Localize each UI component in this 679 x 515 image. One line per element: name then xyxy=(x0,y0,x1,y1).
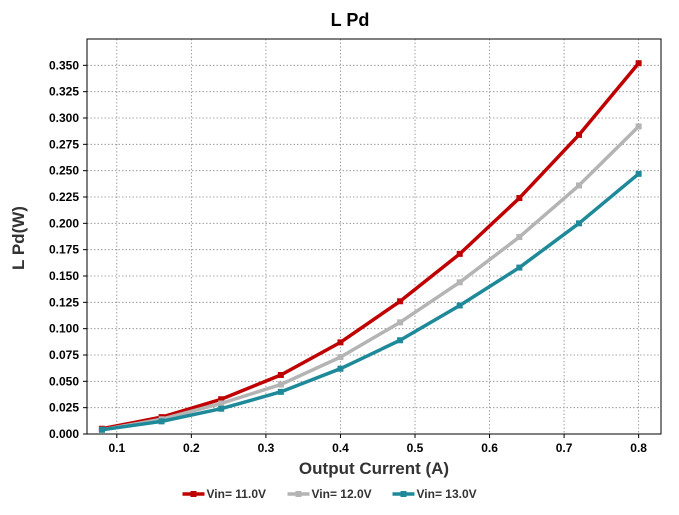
x-tick-label: 0.3 xyxy=(258,441,275,455)
data-point xyxy=(277,388,284,395)
data-point xyxy=(456,279,463,286)
x-tick-label: 0.2 xyxy=(183,441,200,455)
y-tick-label: 0.050 xyxy=(49,374,79,388)
plot-area xyxy=(86,38,662,435)
x-tick-label: 0.4 xyxy=(332,441,349,455)
y-axis: 0.000 0.025 0.050 0.075 0.100 0.125 0.150 0.175… xyxy=(49,58,87,441)
series-line xyxy=(100,172,641,432)
legend-marker xyxy=(190,491,197,497)
legend-marker xyxy=(295,491,302,497)
series-line xyxy=(100,124,641,432)
y-tick-label: 0.225 xyxy=(49,190,79,204)
data-point xyxy=(576,131,582,138)
data-point xyxy=(516,195,523,202)
legend-label: Vin= 13.0V xyxy=(417,487,477,501)
x-tick-label: 0.6 xyxy=(481,441,498,455)
y-axis-title: L Pd(W) xyxy=(9,206,28,270)
y-tick-label: 0.325 xyxy=(49,85,79,99)
y-tick-label: 0.275 xyxy=(49,137,79,151)
data-point xyxy=(218,405,225,412)
y-tick-label: 0.175 xyxy=(49,243,79,257)
x-tick-label: 0.1 xyxy=(108,441,125,455)
data-point xyxy=(635,123,642,130)
data-point xyxy=(516,234,523,241)
x-tick-label: 0.5 xyxy=(407,441,424,455)
data-point xyxy=(218,396,225,403)
series-1 xyxy=(98,60,642,432)
y-tick-label: 0.125 xyxy=(49,295,79,309)
data-point xyxy=(277,372,284,379)
data-point xyxy=(98,426,105,433)
data-point xyxy=(456,250,463,257)
y-tick-label: 0.025 xyxy=(49,401,79,415)
x-tick-label: 0.8 xyxy=(630,441,647,455)
data-point xyxy=(337,365,344,372)
data-point xyxy=(337,339,344,346)
x-axis-title: Output Current (A) xyxy=(299,459,449,478)
data-point xyxy=(635,60,642,67)
y-tick-label: 0.250 xyxy=(49,164,79,178)
grid xyxy=(87,39,661,434)
legend-item: Vin= 13.0V xyxy=(392,487,477,501)
legend: Vin= 11.0V Vin= 12.0V Vin= 13.0V xyxy=(182,487,477,501)
legend-marker xyxy=(400,491,407,497)
y-tick-label: 0.150 xyxy=(49,269,79,283)
y-tick-label: 0.100 xyxy=(49,322,79,336)
y-tick-label: 0.075 xyxy=(49,348,79,362)
y-tick-label: 0.300 xyxy=(49,111,79,125)
data-point xyxy=(456,302,463,309)
series-2 xyxy=(98,123,642,433)
data-point xyxy=(397,319,404,326)
data-point xyxy=(397,298,404,305)
legend-item: Vin= 11.0V xyxy=(182,487,267,501)
data-point xyxy=(337,354,344,361)
x-tick-label: 0.7 xyxy=(556,441,573,455)
series-3 xyxy=(98,170,642,433)
chart-title: L Pd xyxy=(331,10,370,30)
data-point xyxy=(218,400,225,407)
y-tick-label: 0.200 xyxy=(49,216,79,230)
legend-item: Vin= 12.0V xyxy=(287,487,372,501)
data-point xyxy=(397,337,404,344)
data-point xyxy=(277,381,284,388)
legend-label: Vin= 12.0V xyxy=(312,487,372,501)
series-line xyxy=(100,61,641,431)
data-point xyxy=(576,220,582,227)
series-group xyxy=(98,60,642,433)
y-tick-label: 0.350 xyxy=(49,58,79,72)
legend-label: Vin= 11.0V xyxy=(207,487,267,501)
data-point xyxy=(635,170,642,177)
x-axis: 0.1 0.2 0.3 0.4 0.5 0.6 0.7 0.8 xyxy=(108,434,647,455)
data-point xyxy=(158,418,165,425)
y-tick-label: 0.000 xyxy=(49,427,79,441)
data-point xyxy=(516,264,523,271)
data-point xyxy=(576,182,582,189)
